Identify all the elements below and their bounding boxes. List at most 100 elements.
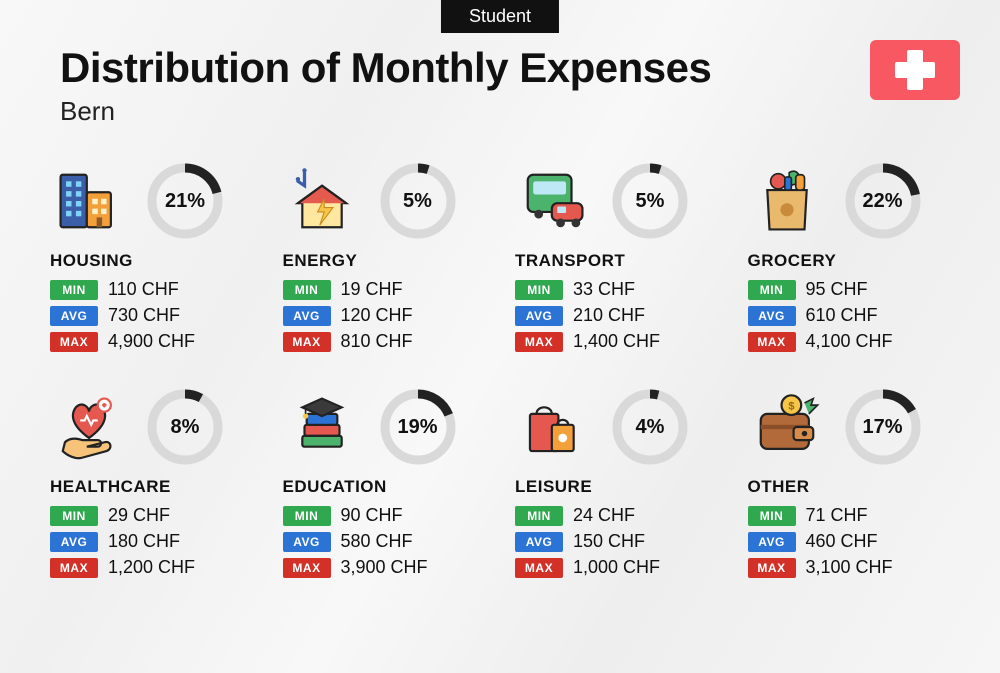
wallet-icon: $ (748, 388, 826, 466)
page-title: Distribution of Monthly Expenses (60, 44, 940, 92)
avg-value: 120 CHF (341, 305, 413, 326)
stat-row-max: MAX 810 CHF (283, 331, 486, 352)
stat-row-max: MAX 1,200 CHF (50, 557, 253, 578)
category-card-transport: 5% TRANSPORT MIN 33 CHF AVG 210 CHF MAX … (515, 161, 718, 357)
min-value: 110 CHF (108, 279, 179, 300)
category-card-leisure: 4% LEISURE MIN 24 CHF AVG 150 CHF MAX 1,… (515, 387, 718, 583)
category-card-other: $ 17% OTHER MIN 71 CHF AVG 460 CHF MAX 3… (748, 387, 951, 583)
percent-label: 4% (611, 388, 689, 466)
heart-hand-icon (50, 388, 128, 466)
percent-label: 17% (844, 388, 922, 466)
min-tag: MIN (515, 506, 563, 526)
stat-row-min: MIN 24 CHF (515, 505, 718, 526)
avg-value: 180 CHF (108, 531, 180, 552)
category-name: OTHER (748, 477, 951, 497)
percent-label: 5% (379, 162, 457, 240)
category-name: LEISURE (515, 477, 718, 497)
stat-row-max: MAX 4,900 CHF (50, 331, 253, 352)
stat-row-max: MAX 3,900 CHF (283, 557, 486, 578)
min-tag: MIN (515, 280, 563, 300)
shopping-bags-icon (515, 388, 593, 466)
min-value: 33 CHF (573, 279, 635, 300)
min-value: 29 CHF (108, 505, 170, 526)
min-tag: MIN (50, 280, 98, 300)
category-card-energy: 5% ENERGY MIN 19 CHF AVG 120 CHF MAX 810… (283, 161, 486, 357)
percent-donut: 4% (611, 388, 689, 466)
grocery-bag-icon (748, 162, 826, 240)
avg-value: 730 CHF (108, 305, 180, 326)
percent-donut: 5% (611, 162, 689, 240)
stat-row-avg: AVG 210 CHF (515, 305, 718, 326)
category-name: TRANSPORT (515, 251, 718, 271)
stat-row-max: MAX 4,100 CHF (748, 331, 951, 352)
max-tag: MAX (283, 558, 331, 578)
grad-books-icon (283, 388, 361, 466)
avg-tag: AVG (283, 532, 331, 552)
percent-label: 5% (611, 162, 689, 240)
bus-car-icon (515, 162, 593, 240)
stat-row-min: MIN 90 CHF (283, 505, 486, 526)
percent-donut: 8% (146, 388, 224, 466)
max-tag: MAX (50, 558, 98, 578)
avg-value: 210 CHF (573, 305, 645, 326)
category-card-education: 19% EDUCATION MIN 90 CHF AVG 580 CHF MAX… (283, 387, 486, 583)
stat-row-avg: AVG 150 CHF (515, 531, 718, 552)
min-value: 24 CHF (573, 505, 635, 526)
max-value: 4,900 CHF (108, 331, 195, 352)
percent-donut: 21% (146, 162, 224, 240)
min-value: 19 CHF (341, 279, 403, 300)
stat-row-avg: AVG 580 CHF (283, 531, 486, 552)
percent-donut: 17% (844, 388, 922, 466)
stat-row-avg: AVG 460 CHF (748, 531, 951, 552)
stat-row-min: MIN 29 CHF (50, 505, 253, 526)
max-tag: MAX (748, 332, 796, 352)
max-value: 1,200 CHF (108, 557, 195, 578)
min-value: 95 CHF (806, 279, 868, 300)
min-value: 71 CHF (806, 505, 868, 526)
avg-value: 460 CHF (806, 531, 878, 552)
stat-row-avg: AVG 730 CHF (50, 305, 253, 326)
avg-tag: AVG (50, 306, 98, 326)
percent-label: 22% (844, 162, 922, 240)
category-card-grocery: 22% GROCERY MIN 95 CHF AVG 610 CHF MAX 4… (748, 161, 951, 357)
max-value: 3,900 CHF (341, 557, 428, 578)
category-name: ENERGY (283, 251, 486, 271)
max-tag: MAX (283, 332, 331, 352)
max-tag: MAX (748, 558, 796, 578)
min-value: 90 CHF (341, 505, 403, 526)
avg-tag: AVG (748, 532, 796, 552)
max-tag: MAX (515, 332, 563, 352)
stat-row-avg: AVG 180 CHF (50, 531, 253, 552)
min-tag: MIN (50, 506, 98, 526)
category-name: HEALTHCARE (50, 477, 253, 497)
avg-tag: AVG (50, 532, 98, 552)
city-name: Bern (60, 96, 940, 127)
stat-row-max: MAX 1,400 CHF (515, 331, 718, 352)
max-value: 4,100 CHF (806, 331, 893, 352)
stat-row-max: MAX 3,100 CHF (748, 557, 951, 578)
stat-row-min: MIN 33 CHF (515, 279, 718, 300)
max-tag: MAX (515, 558, 563, 578)
avg-tag: AVG (515, 306, 563, 326)
swiss-flag-icon (870, 40, 960, 100)
category-name: EDUCATION (283, 477, 486, 497)
percent-donut: 19% (379, 388, 457, 466)
energy-house-icon (283, 162, 361, 240)
avg-value: 610 CHF (806, 305, 878, 326)
persona-badge: Student (441, 0, 559, 33)
max-value: 1,400 CHF (573, 331, 660, 352)
max-tag: MAX (50, 332, 98, 352)
avg-tag: AVG (748, 306, 796, 326)
category-name: HOUSING (50, 251, 253, 271)
buildings-icon (50, 162, 128, 240)
avg-value: 580 CHF (341, 531, 413, 552)
stat-row-min: MIN 95 CHF (748, 279, 951, 300)
min-tag: MIN (283, 280, 331, 300)
max-value: 1,000 CHF (573, 557, 660, 578)
stat-row-max: MAX 1,000 CHF (515, 557, 718, 578)
max-value: 3,100 CHF (806, 557, 893, 578)
avg-value: 150 CHF (573, 531, 645, 552)
percent-label: 8% (146, 388, 224, 466)
min-tag: MIN (748, 506, 796, 526)
avg-tag: AVG (515, 532, 563, 552)
